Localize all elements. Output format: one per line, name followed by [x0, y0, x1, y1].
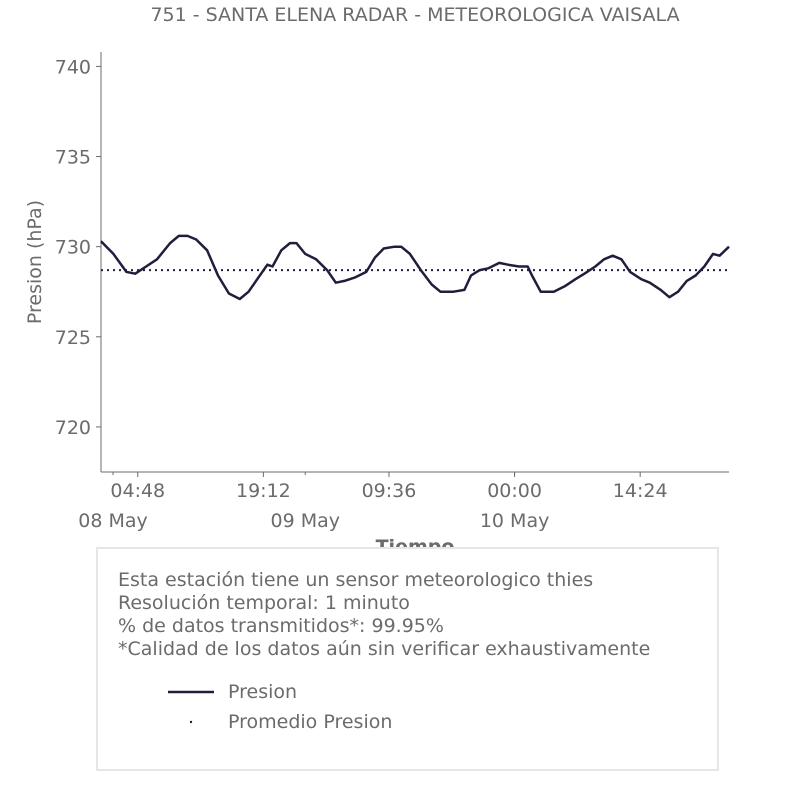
legend-label-promedio-presion: Promedio Presion [228, 711, 393, 733]
y-tick-label: 740 [55, 56, 91, 78]
info-line-transmitted: % de datos transmitidos*: 99.95% [118, 615, 444, 637]
x-tick-label: 00:00 [487, 480, 542, 502]
plot-series [100, 234, 730, 301]
y-tick-label: 720 [55, 417, 91, 439]
info-box: Esta estación tiene un sensor meteorolog… [96, 547, 719, 771]
x-tick-label: 04:48 [110, 480, 165, 502]
x-tick-label: 14:24 [613, 480, 668, 502]
pressure-series-line [100, 234, 730, 301]
info-line-sensor: Esta estación tiene un sensor meteorolog… [118, 569, 594, 591]
y-tick-label: 735 [55, 147, 91, 169]
legend-swatch-solid-line [168, 690, 214, 694]
y-tick-label: 730 [55, 237, 91, 259]
x-axis-date-labels: 08 May 09 May 10 May [78, 472, 549, 532]
legend-swatch-dotted-line [189, 720, 193, 724]
info-line-quality-note: *Calidad de los datos aún sin verificar … [118, 638, 651, 660]
x-tick-label: 09:36 [362, 480, 417, 502]
x-axis-ticks: 04:48 19:12 09:36 00:00 14:24 [110, 472, 668, 502]
x-date-label: 08 May [78, 510, 148, 532]
pressure-chart: 751 - SANTA ELENA RADAR - METEOROLOGICA … [24, 4, 730, 558]
y-axis-ticks: 720 725 730 735 740 [55, 56, 101, 439]
chart-title: 751 - SANTA ELENA RADAR - METEOROLOGICA … [150, 4, 679, 26]
legend-label-presion: Presion [228, 681, 298, 703]
x-tick-label: 19:12 [236, 480, 291, 502]
y-axis-label: Presion (hPa) [24, 200, 46, 324]
axes [100, 52, 729, 473]
y-tick-label: 725 [55, 327, 91, 349]
x-date-label: 10 May [480, 510, 550, 532]
x-date-label: 09 May [270, 510, 340, 532]
info-line-resolution: Resolución temporal: 1 minuto [118, 592, 410, 614]
